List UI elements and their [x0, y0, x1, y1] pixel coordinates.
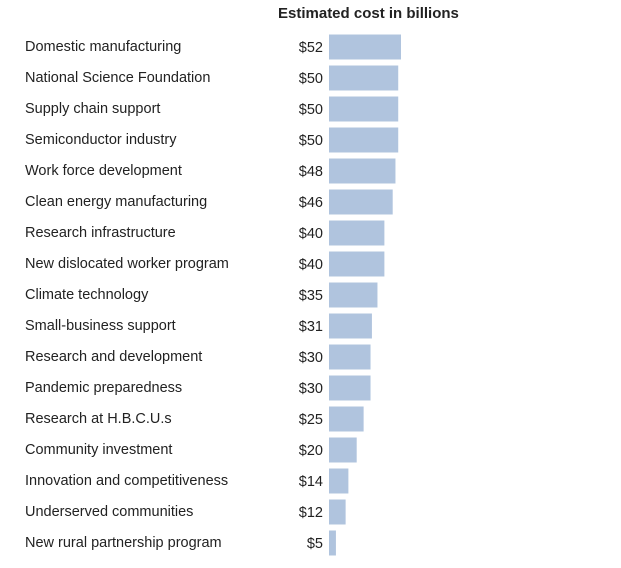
- category-label: Climate technology: [25, 287, 149, 303]
- value-label: $30: [299, 350, 323, 366]
- category-label: Research at H.B.C.U.s: [25, 411, 172, 427]
- value-label: $40: [299, 257, 323, 273]
- category-label: Underserved communities: [25, 504, 193, 520]
- category-label: Research infrastructure: [25, 225, 176, 241]
- bar: [329, 96, 399, 122]
- category-label: Innovation and competitiveness: [25, 473, 228, 489]
- value-label: $46: [299, 195, 323, 211]
- bar: [329, 530, 336, 556]
- category-label: Small-business support: [25, 318, 176, 334]
- category-label: Community investment: [25, 442, 172, 458]
- bar: [329, 158, 396, 184]
- bar: [329, 189, 393, 215]
- value-label: $12: [299, 505, 323, 521]
- category-label: National Science Foundation: [25, 70, 210, 86]
- value-label: $50: [299, 71, 323, 87]
- category-label: Semiconductor industry: [25, 132, 177, 148]
- value-label: $35: [299, 288, 323, 304]
- bar: [329, 499, 346, 525]
- category-label: Supply chain support: [25, 101, 160, 117]
- category-label: New dislocated worker program: [25, 256, 229, 272]
- bar: [329, 251, 385, 277]
- category-label: New rural partnership program: [25, 535, 222, 551]
- category-label: Research and development: [25, 349, 202, 365]
- value-label: $50: [299, 102, 323, 118]
- bar: [329, 468, 349, 494]
- value-label: $52: [299, 40, 323, 56]
- value-label: $20: [299, 443, 323, 459]
- bar: [329, 127, 399, 153]
- bar: [329, 220, 385, 246]
- value-label: $30: [299, 381, 323, 397]
- bar: [329, 375, 371, 401]
- bar: [329, 344, 371, 370]
- category-label: Clean energy manufacturing: [25, 194, 207, 210]
- value-label: $48: [299, 164, 323, 180]
- bar: [329, 34, 401, 60]
- category-label: Pandemic preparedness: [25, 380, 182, 396]
- bar: [329, 313, 372, 339]
- bar: [329, 437, 357, 463]
- value-label: $50: [299, 133, 323, 149]
- bar: [329, 65, 399, 91]
- category-label: Work force development: [25, 163, 182, 179]
- value-label: $40: [299, 226, 323, 242]
- value-label: $5: [307, 536, 323, 552]
- value-label: $25: [299, 412, 323, 428]
- value-label: $31: [299, 319, 323, 335]
- category-label: Domestic manufacturing: [25, 39, 181, 55]
- bar: [329, 406, 364, 432]
- bar: [329, 282, 378, 308]
- value-label: $14: [299, 474, 323, 490]
- chart-title: Estimated cost in billions: [278, 5, 459, 22]
